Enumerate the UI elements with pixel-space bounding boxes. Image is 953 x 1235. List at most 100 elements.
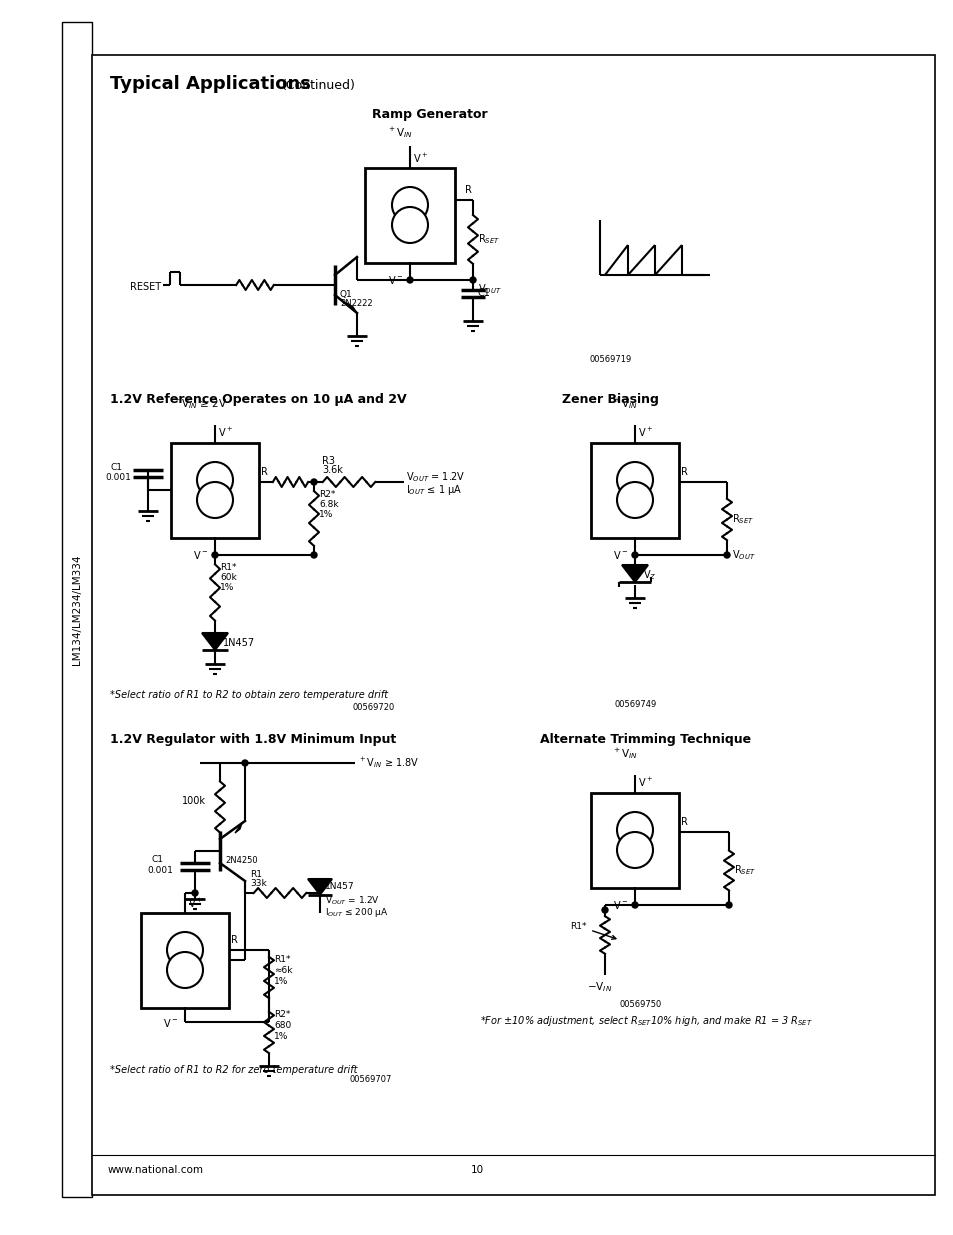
Circle shape	[167, 952, 203, 988]
Text: R: R	[680, 467, 687, 477]
Text: 2N2222: 2N2222	[339, 299, 373, 308]
Text: 00569750: 00569750	[619, 1000, 661, 1009]
Text: R: R	[231, 935, 237, 945]
Text: V$^+$: V$^+$	[218, 426, 233, 438]
Text: $^+$V$_{IN}$ ≥ 2V: $^+$V$_{IN}$ ≥ 2V	[172, 396, 228, 411]
Polygon shape	[234, 823, 242, 832]
Text: $^+$V$_{IN}$: $^+$V$_{IN}$	[612, 746, 638, 761]
Text: I$_{OUT}$ ≤ 200 μA: I$_{OUT}$ ≤ 200 μA	[325, 905, 388, 919]
Text: Ramp Generator: Ramp Generator	[372, 107, 487, 121]
Circle shape	[617, 811, 652, 848]
Text: R: R	[680, 818, 687, 827]
Text: 1%: 1%	[220, 583, 234, 592]
Text: R$_{SET}$: R$_{SET}$	[733, 863, 756, 877]
Text: 00569719: 00569719	[589, 354, 632, 364]
Text: Zener Biasing: Zener Biasing	[561, 393, 658, 406]
Polygon shape	[202, 634, 228, 650]
Text: R$_{SET}$: R$_{SET}$	[731, 513, 753, 526]
Text: (Continued): (Continued)	[282, 79, 355, 91]
Text: LM134/LM234/LM334: LM134/LM234/LM334	[71, 555, 82, 666]
Bar	[62, 22, 91, 1197]
Text: 1%: 1%	[318, 510, 333, 519]
Text: 1%: 1%	[274, 977, 288, 986]
Text: I$_{OUT}$ ≤ 1 μA: I$_{OUT}$ ≤ 1 μA	[406, 483, 462, 496]
Circle shape	[617, 462, 652, 498]
Text: 00569749: 00569749	[615, 700, 657, 709]
Text: V$^+$: V$^+$	[188, 897, 203, 910]
Text: V$_{OUT}$: V$_{OUT}$	[477, 282, 501, 296]
Text: R2*: R2*	[318, 490, 335, 499]
Text: 0.001: 0.001	[105, 473, 131, 483]
Circle shape	[617, 482, 652, 517]
Text: 1.2V Regulator with 1.8V Minimum Input: 1.2V Regulator with 1.8V Minimum Input	[110, 734, 395, 746]
Text: R: R	[464, 185, 472, 195]
Text: C1: C1	[152, 856, 164, 864]
Text: V$^-$: V$^-$	[193, 550, 208, 561]
Text: *Select ratio of R1 to R2 to obtain zero temperature drift: *Select ratio of R1 to R2 to obtain zero…	[110, 690, 388, 700]
Circle shape	[242, 760, 248, 766]
Text: C1: C1	[111, 463, 123, 473]
Circle shape	[311, 479, 316, 485]
Circle shape	[601, 906, 607, 913]
Circle shape	[192, 890, 198, 897]
Text: 0.001: 0.001	[147, 867, 172, 876]
Polygon shape	[347, 303, 356, 312]
Text: 10: 10	[470, 1165, 483, 1174]
Circle shape	[631, 902, 638, 908]
Circle shape	[311, 552, 316, 558]
Text: ≈6k: ≈6k	[274, 966, 293, 974]
Text: $^+$V$_{IN}$: $^+$V$_{IN}$	[612, 396, 638, 411]
Circle shape	[392, 186, 428, 224]
Text: V$^-$: V$^-$	[388, 274, 403, 287]
Text: 60k: 60k	[220, 573, 236, 582]
Text: Alternate Trimming Technique: Alternate Trimming Technique	[539, 734, 750, 746]
Text: 1N457: 1N457	[223, 638, 254, 648]
Bar	[171, 443, 258, 538]
Text: V$_{OUT}$ = 1.2V: V$_{OUT}$ = 1.2V	[325, 894, 379, 906]
Polygon shape	[308, 879, 332, 894]
Text: V$_Z$: V$_Z$	[642, 568, 656, 582]
Text: *For ±10% adjustment, select R$_{SET}$10% high, and make R1 = 3 R$_{SET}$: *For ±10% adjustment, select R$_{SET}$10…	[479, 1014, 812, 1028]
Text: 1%: 1%	[274, 1032, 288, 1041]
Text: *Select ratio of R1 to R2 for zero temperature drift: *Select ratio of R1 to R2 for zero tempe…	[110, 1065, 357, 1074]
Text: $^+$V$_{IN}$: $^+$V$_{IN}$	[387, 125, 413, 140]
Text: V$^+$: V$^+$	[638, 776, 652, 789]
Circle shape	[725, 902, 731, 908]
Circle shape	[617, 832, 652, 868]
Text: R3: R3	[322, 456, 335, 466]
Text: R$_{SET}$: R$_{SET}$	[477, 232, 499, 246]
Text: V$^+$: V$^+$	[638, 426, 652, 438]
Bar	[141, 913, 229, 1008]
Text: R1*: R1*	[274, 955, 291, 965]
Text: www.national.com: www.national.com	[108, 1165, 204, 1174]
Text: 1.2V Reference Operates on 10 μA and 2V: 1.2V Reference Operates on 10 μA and 2V	[110, 393, 406, 406]
Circle shape	[196, 482, 233, 517]
Text: V$^+$: V$^+$	[413, 152, 428, 165]
Bar	[590, 793, 679, 888]
Circle shape	[392, 207, 428, 243]
Text: V$^-$: V$^-$	[163, 1016, 178, 1029]
Text: V$^-$: V$^-$	[613, 899, 627, 911]
Text: C1: C1	[477, 288, 491, 298]
Bar	[91, 56, 934, 1195]
Circle shape	[407, 277, 413, 283]
Text: R1: R1	[250, 869, 262, 879]
Polygon shape	[621, 564, 647, 582]
Text: V$_{OUT}$ = 1.2V: V$_{OUT}$ = 1.2V	[406, 471, 465, 484]
Text: 680: 680	[274, 1021, 291, 1030]
Text: 00569720: 00569720	[353, 703, 395, 713]
Text: 100k: 100k	[182, 797, 206, 806]
Text: R1*: R1*	[220, 563, 236, 572]
Text: R: R	[261, 467, 268, 477]
Text: 3.6k: 3.6k	[322, 466, 342, 475]
Text: 33k: 33k	[250, 879, 267, 888]
Text: R1*: R1*	[569, 923, 586, 931]
Text: Typical Applications: Typical Applications	[110, 75, 311, 93]
Text: 00569707: 00569707	[350, 1074, 392, 1084]
Text: $^+$V$_{IN}$ ≥ 1.8V: $^+$V$_{IN}$ ≥ 1.8V	[357, 756, 418, 771]
Text: R2*: R2*	[274, 1010, 290, 1019]
Text: 6.8k: 6.8k	[318, 500, 338, 509]
Circle shape	[196, 462, 233, 498]
Circle shape	[470, 277, 476, 283]
Circle shape	[167, 932, 203, 968]
